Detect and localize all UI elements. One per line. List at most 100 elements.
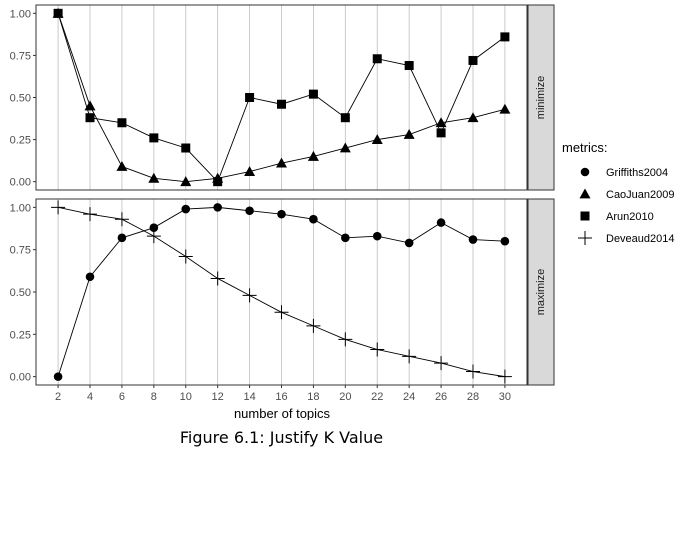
- point-CaoJuan2009-26: [435, 117, 447, 128]
- y-tick-label: 1.00: [10, 202, 31, 214]
- point-Arun2010-10: [181, 143, 191, 153]
- x-tick-label: 26: [435, 391, 447, 403]
- y-tick-label: 0.00: [10, 177, 31, 189]
- point-Deveaud2014-4: [83, 207, 98, 222]
- x-tick-label: 12: [212, 391, 224, 403]
- x-tick-label: 2: [55, 391, 61, 403]
- point-Deveaud2014-22: [370, 342, 385, 357]
- x-axis-label: number of topics: [234, 406, 331, 420]
- x-tick-label: 18: [307, 391, 319, 403]
- legend-label: Arun2010: [606, 211, 654, 223]
- point-CaoJuan2009-10: [180, 176, 192, 187]
- point-Deveaud2014-2: [51, 200, 66, 215]
- point-Griffiths2004-12: [213, 203, 222, 212]
- point-CaoJuan2009-6: [116, 161, 128, 171]
- x-tick-label: 30: [499, 391, 511, 403]
- point-Griffiths2004-18: [309, 214, 318, 224]
- figure-caption: Figure 6.1: Justify K Value: [179, 428, 384, 447]
- point-CaoJuan2009-14: [244, 166, 256, 176]
- point-Arun2010-4: [85, 113, 95, 123]
- point-CaoJuan2009-28: [467, 112, 479, 123]
- strip-background: [527, 198, 555, 386]
- y-tick-label: 0.50: [10, 287, 31, 299]
- legend-key-Griffiths2004: [580, 167, 590, 177]
- point-Deveaud2014-18: [306, 318, 321, 333]
- y-tick-label: 0.25: [10, 329, 31, 341]
- x-tick-label: 8: [151, 391, 157, 403]
- point-Griffiths2004-20: [341, 233, 350, 243]
- point-Deveaud2014-8: [146, 229, 161, 244]
- point-Deveaud2014-14: [242, 288, 257, 303]
- legend-key-Deveaud2014: [578, 231, 592, 245]
- point-CaoJuan2009-16: [276, 157, 287, 168]
- point-Arun2010-20: [340, 113, 350, 123]
- point-Arun2010-6: [117, 118, 127, 128]
- point-Arun2010-8: [149, 133, 159, 143]
- y-tick-label: 0.00: [10, 372, 31, 384]
- point-Griffiths2004-30: [500, 236, 510, 246]
- x-tick-label: 10: [180, 391, 192, 403]
- point-Griffiths2004-26: [436, 218, 446, 227]
- point-Griffiths2004-22: [372, 231, 382, 241]
- x-tick-label: 6: [119, 391, 125, 403]
- point-Deveaud2014-30: [497, 369, 512, 384]
- series-Deveaud2014: [51, 200, 512, 384]
- y-tick-label: 0.25: [10, 135, 31, 147]
- point-Arun2010-2: [53, 8, 63, 18]
- chart-panels: 0.00 0.25 0.50 0.75 1.00 minimize 0.00 0.25 0.50…: [10, 4, 555, 386]
- panel-maximize: 0.00 0.25 0.50 0.75 1.00 maximize: [10, 198, 555, 386]
- point-Griffiths2004-2: [53, 372, 63, 381]
- point-Griffiths2004-28: [468, 235, 478, 244]
- point-Griffiths2004-14: [245, 206, 254, 216]
- point-Deveaud2014-20: [338, 332, 353, 347]
- point-Griffiths2004-8: [149, 223, 159, 232]
- point-CaoJuan2009-22: [371, 134, 383, 144]
- x-tick-label: 20: [339, 391, 351, 403]
- series-Griffiths2004: [53, 203, 510, 381]
- faceted-line-chart: 0.00 0.25 0.50 0.75 1.00 minimize 0.00 0.25 0.50…: [10, 4, 675, 420]
- panel-minimize: 0.00 0.25 0.50 0.75 1.00 minimize: [10, 4, 555, 191]
- point-Deveaud2014-28: [465, 364, 480, 379]
- point-Deveaud2014-10: [178, 249, 193, 264]
- point-Arun2010-26: [436, 128, 446, 138]
- point-CaoJuan2009-18: [307, 150, 319, 161]
- point-CaoJuan2009-8: [148, 172, 160, 183]
- point-Deveaud2014-24: [402, 349, 417, 364]
- point-Arun2010-30: [500, 32, 510, 42]
- x-tick-label: 4: [87, 391, 93, 403]
- legend-label: Deveaud2014: [606, 233, 675, 245]
- x-tick-label: 28: [467, 391, 479, 403]
- legend-item-CaoJuan2009: CaoJuan2009: [579, 188, 675, 201]
- point-Arun2010-12: [213, 177, 223, 187]
- series-Arun2010: [53, 8, 510, 187]
- y-tick-label: 0.50: [10, 93, 31, 105]
- point-Deveaud2014-12: [210, 271, 225, 286]
- point-CaoJuan2009-30: [499, 103, 511, 114]
- legend-item-Arun2010: Arun2010: [580, 211, 654, 223]
- x-tick-label: 24: [403, 391, 415, 403]
- point-Arun2010-24: [404, 61, 414, 71]
- y-tick-label: 0.75: [10, 50, 31, 62]
- point-CaoJuan2009-24: [403, 129, 415, 139]
- y-tick-label: 1.00: [10, 8, 31, 20]
- strip-background: [527, 4, 555, 191]
- point-Griffiths2004-4: [85, 272, 95, 282]
- legend-label: Griffiths2004: [606, 167, 668, 179]
- x-axis: 2 4 6 8 10 12 14 16 18 20 22 24 26 28 30: [55, 385, 511, 403]
- point-Deveaud2014-16: [274, 305, 289, 320]
- legend-item-Deveaud2014: Deveaud2014: [578, 231, 675, 245]
- legend-title: metrics:: [562, 140, 608, 155]
- strip-label-maximize: maximize: [535, 269, 547, 315]
- point-Deveaud2014-6: [114, 212, 129, 227]
- point-Arun2010-18: [308, 89, 318, 99]
- legend-label: CaoJuan2009: [606, 189, 675, 201]
- panel-border: [35, 4, 528, 191]
- point-CaoJuan2009-20: [339, 142, 351, 153]
- point-Arun2010-28: [468, 55, 478, 65]
- point-Deveaud2014-26: [434, 356, 449, 371]
- legend-item-Griffiths2004: Griffiths2004: [580, 167, 668, 179]
- x-tick-label: 22: [371, 391, 383, 403]
- legend-key-CaoJuan2009: [579, 188, 591, 199]
- point-Arun2010-22: [372, 54, 382, 64]
- point-Griffiths2004-10: [181, 204, 191, 214]
